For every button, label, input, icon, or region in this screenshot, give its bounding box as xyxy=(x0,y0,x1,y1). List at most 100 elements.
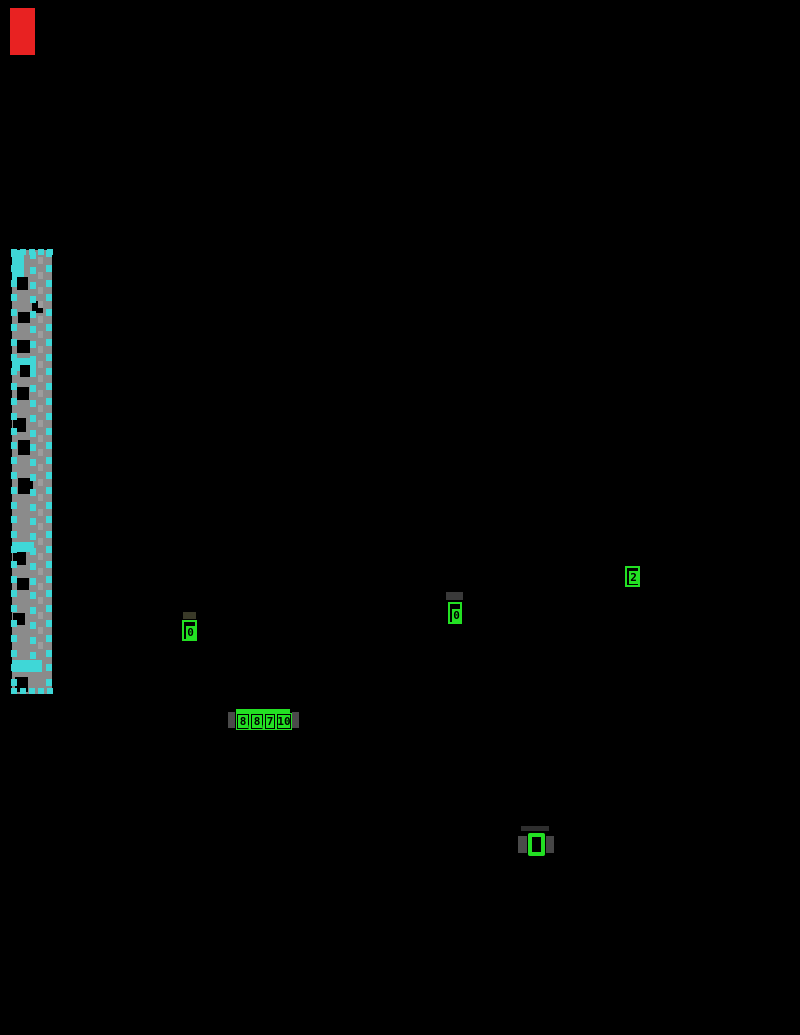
strip-texture-dash xyxy=(38,331,43,338)
strip-border-dash xyxy=(38,688,44,694)
strip-border-dash xyxy=(30,385,36,392)
strip-border-dash xyxy=(30,415,36,422)
strip-border-dash xyxy=(11,339,17,346)
strip-border-dash xyxy=(30,533,36,540)
strip-texture-dash xyxy=(38,420,43,427)
strip-border-dash xyxy=(11,428,17,435)
strip-border-dash xyxy=(30,282,36,289)
strip-black-hole xyxy=(17,340,30,353)
strip-black-hole xyxy=(17,387,29,400)
strip-border-dash xyxy=(46,413,52,420)
strip-border-dash xyxy=(11,546,17,553)
badge-digit: 2 xyxy=(629,571,638,584)
strip-border-dash xyxy=(30,267,36,274)
strip-cyan-patch xyxy=(12,542,34,552)
strip-border-dash xyxy=(46,487,52,494)
strip-border-dash xyxy=(46,635,52,642)
strip-black-hole xyxy=(18,440,30,455)
strip-texture-dash xyxy=(38,272,43,279)
strip-border-dash xyxy=(11,688,17,694)
strip-texture-dash xyxy=(38,612,43,619)
strip-border-dash xyxy=(11,487,17,494)
strip-border-dash xyxy=(11,280,17,287)
strip-border-dash xyxy=(30,637,36,644)
strip-texture-dash xyxy=(38,405,43,412)
strip-texture-dash xyxy=(38,390,43,397)
strip-border-dash xyxy=(46,383,52,390)
strip-border-dash xyxy=(30,400,36,407)
strip-texture-dash xyxy=(38,627,43,634)
noise-above-center-badge xyxy=(446,592,463,600)
strip-border-dash xyxy=(30,652,36,659)
score-left-end-block xyxy=(228,712,235,728)
red-block-sprite xyxy=(10,8,35,55)
strip-border-dash xyxy=(30,444,36,451)
strip-border-dash xyxy=(47,688,53,694)
strip-border-dash xyxy=(46,576,52,583)
strip-border-dash xyxy=(46,502,52,509)
strip-border-dash xyxy=(38,249,44,255)
strip-border-dash xyxy=(46,472,52,479)
strip-border-dash xyxy=(46,546,52,553)
strip-border-dash xyxy=(29,249,35,255)
strip-border-dash xyxy=(11,516,17,523)
strip-border-dash xyxy=(11,561,17,568)
strip-border-dash xyxy=(11,650,17,657)
strip-border-dash xyxy=(46,664,52,671)
strip-border-dash xyxy=(11,679,17,686)
strip-border-dash xyxy=(46,309,52,316)
strip-border-dash xyxy=(46,398,52,405)
strip-border-dash xyxy=(30,489,36,496)
strip-border-dash xyxy=(30,578,36,585)
strip-border-dash xyxy=(11,442,17,449)
strip-texture-dash xyxy=(38,316,43,323)
strip-border-dash xyxy=(46,442,52,449)
strip-texture-dash xyxy=(38,435,43,442)
score-comma: , xyxy=(246,717,253,730)
strip-border-dash xyxy=(46,354,52,361)
strip-border-dash xyxy=(11,249,17,255)
strip-texture-dash xyxy=(38,361,43,368)
strip-border-dash xyxy=(46,605,52,612)
strip-border-dash xyxy=(30,356,36,363)
strip-border-dash xyxy=(11,502,17,509)
score-top-bar xyxy=(236,709,290,713)
score-digit-box: 8 xyxy=(236,713,250,730)
bar-above-zero xyxy=(521,826,549,831)
strip-border-dash xyxy=(11,354,17,361)
strip-border-dash xyxy=(11,265,17,272)
strip-texture-dash xyxy=(38,375,43,382)
score-comma: , xyxy=(273,717,280,730)
strip-border-dash xyxy=(11,368,17,375)
strip-border-dash xyxy=(46,620,52,627)
strip-texture-dash xyxy=(38,449,43,456)
strip-border-dash xyxy=(30,622,36,629)
strip-border-dash xyxy=(11,294,17,301)
badge-digit: 0 xyxy=(186,626,195,639)
strip-border-dash xyxy=(30,326,36,333)
strip-border-dash xyxy=(30,474,36,481)
strip-border-dash xyxy=(46,339,52,346)
strip-border-dash xyxy=(20,249,26,255)
strip-texture-dash xyxy=(38,464,43,471)
strip-border-dash xyxy=(30,518,36,525)
score-digit-box: 10 xyxy=(276,713,292,730)
strip-border-dash xyxy=(46,265,52,272)
strip-border-dash xyxy=(46,428,52,435)
strip-border-dash xyxy=(46,294,52,301)
badge-digit: 0 xyxy=(452,609,461,622)
score-digit-box: 8 xyxy=(250,713,264,730)
strip-texture-dash xyxy=(38,523,43,530)
large-zero-digit xyxy=(528,833,545,856)
strip-texture-dash xyxy=(38,509,43,516)
strip-texture-dash xyxy=(38,568,43,575)
strip-border-dash xyxy=(11,457,17,464)
strip-border-dash xyxy=(11,309,17,316)
strip-border-dash xyxy=(46,457,52,464)
strip-border-dash xyxy=(20,688,26,694)
strip-border-dash xyxy=(11,531,17,538)
strip-border-dash xyxy=(11,635,17,642)
strip-texture-dash xyxy=(38,257,43,264)
zero-left-block xyxy=(518,836,527,853)
